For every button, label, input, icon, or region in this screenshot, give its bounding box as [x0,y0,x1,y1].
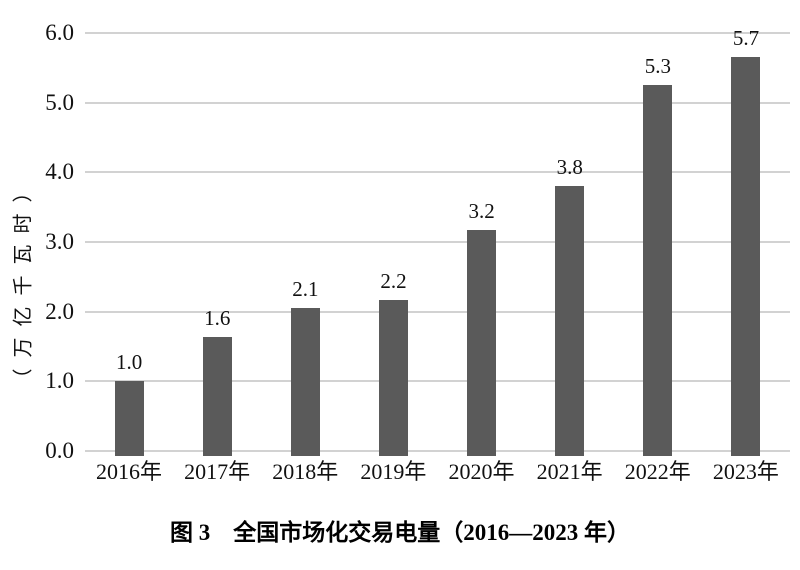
y-tick-label: 0.0 [45,438,74,463]
plot-area: 1.0 1.6 2.1 2.2 3.2 3.8 5.3 5.7 [85,27,790,456]
gridline [85,171,790,174]
bar [378,299,408,456]
x-tick-label: 2021年 [536,459,603,484]
y-tick-label: 1.0 [45,368,74,394]
bar-value-label: 1.0 [115,350,143,375]
gridline [85,32,790,34]
figure-caption: 图 3 全国市场化交易电量（2016—2023 年） [170,520,630,545]
bar-value-label: 3.8 [556,155,583,180]
y-tick-label: 6.0 [45,20,74,45]
x-tick-label: 2019年 [360,459,427,484]
y-axis-title: （万亿千瓦时） [12,171,35,389]
bar [555,186,585,456]
gridline [85,101,790,104]
bar [290,307,320,456]
y-tick-label: 2.0 [45,298,74,324]
bar-value-label: 5.7 [732,26,760,51]
bar [467,230,497,456]
bar-value-label: 3.2 [468,199,495,224]
x-tick-label: 2017年 [184,459,251,484]
gridline [85,450,790,452]
gridline [85,241,790,243]
gridline [85,310,790,313]
bar-value-label: 2.1 [292,276,319,301]
bar [731,57,761,456]
bar-value-label: 5.3 [644,54,671,79]
x-tick-label: 2022年 [624,459,691,484]
x-tick-label: 2020年 [448,459,515,484]
x-tick-label: 2023年 [712,459,779,484]
bar-value-label: 1.6 [204,306,231,331]
y-tick-label: 3.0 [45,229,74,254]
bar [202,337,232,456]
y-tick-label: 4.0 [45,159,74,185]
bar [114,381,144,456]
bar-value-label: 2.2 [380,268,407,293]
x-tick-label: 2018年 [272,459,339,484]
bar [643,85,673,456]
x-tick-label: 2016年 [96,459,163,484]
y-tick-label: 5.0 [45,89,74,115]
gridline [85,380,790,383]
